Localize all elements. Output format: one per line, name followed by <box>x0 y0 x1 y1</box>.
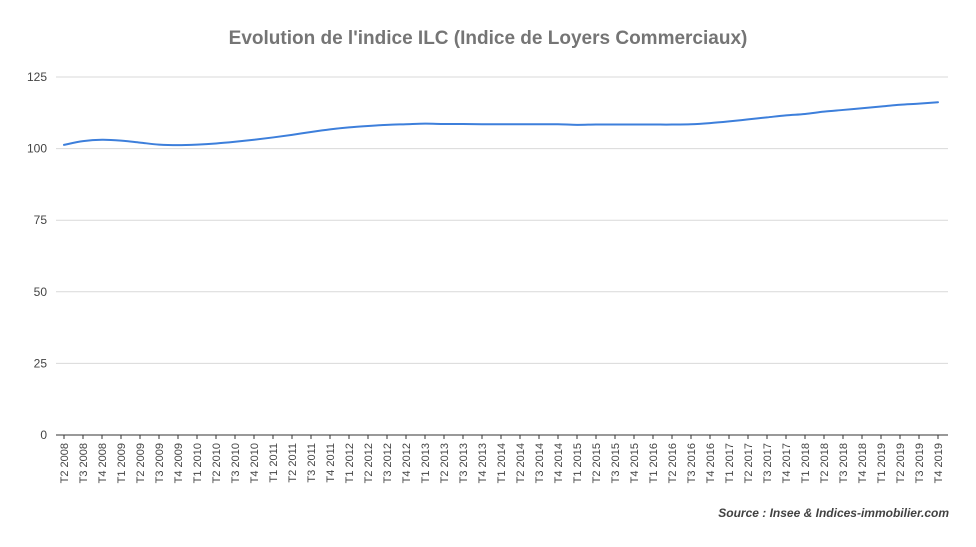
x-axis-tick-marks <box>63 435 939 439</box>
grid-lines <box>56 76 948 364</box>
x-tick-label: T3 2018 <box>838 443 850 483</box>
chart-title: Evolution de l'indice ILC (Indice de Loy… <box>228 28 748 49</box>
x-tick-label: T2 2010 <box>211 443 223 483</box>
x-tick-label: T4 2010 <box>249 443 261 483</box>
y-tick-label: 100 <box>27 142 47 156</box>
x-tick-label: T1 2018 <box>800 443 812 483</box>
series-line-ilc <box>63 101 939 147</box>
x-tick-label: T3 2017 <box>762 443 774 483</box>
x-tick-label: T3 2010 <box>230 443 242 483</box>
x-tick-label: T4 2012 <box>401 443 413 483</box>
x-tick-label: T3 2009 <box>154 443 166 483</box>
x-tick-label: T1 2013 <box>420 443 432 483</box>
y-axis-tick-labels: 0 25 50 75 100 125 <box>27 70 47 442</box>
x-tick-label: T2 2015 <box>591 443 603 483</box>
x-tick-label: T1 2015 <box>572 443 584 483</box>
x-tick-label: T1 2016 <box>648 443 660 483</box>
x-tick-label: T3 2014 <box>534 443 546 483</box>
x-tick-label: T4 2011 <box>325 443 337 483</box>
x-tick-label: T4 2019 <box>933 443 945 483</box>
x-tick-label: T2 2011 <box>287 443 299 483</box>
x-tick-label: T4 2009 <box>173 443 185 483</box>
y-tick-label: 25 <box>34 356 48 370</box>
x-tick-label: T1 2014 <box>496 443 508 483</box>
x-tick-label: T3 2015 <box>610 443 622 483</box>
x-tick-label: T2 2016 <box>667 443 679 483</box>
x-tick-label: T4 2017 <box>781 443 793 483</box>
y-tick-label: 75 <box>34 213 48 227</box>
x-tick-label: T1 2011 <box>268 443 280 483</box>
x-axis-tick-labels: T2 2008 T3 2008 T4 2008 T1 2009 T2 2009 T3 20… <box>59 443 945 483</box>
x-tick-label: T3 2008 <box>78 443 90 483</box>
x-tick-label: T4 2018 <box>857 443 869 483</box>
x-tick-label: T4 2016 <box>705 443 717 483</box>
x-tick-label: T1 2010 <box>192 443 204 483</box>
y-tick-label: 125 <box>27 70 47 84</box>
x-tick-label: T4 2013 <box>477 443 489 483</box>
x-tick-label: T2 2008 <box>59 443 71 483</box>
x-tick-label: T2 2009 <box>135 443 147 483</box>
x-tick-label: T4 2008 <box>97 443 109 483</box>
x-tick-label: T2 2014 <box>515 443 527 483</box>
x-tick-label: T1 2012 <box>344 443 356 483</box>
x-tick-label: T3 2012 <box>382 443 394 483</box>
x-tick-label: T1 2017 <box>724 443 736 483</box>
source-note: Source : Insee & Indices-immobilier.com <box>718 506 949 520</box>
x-tick-label: T3 2016 <box>686 443 698 483</box>
x-tick-label: T2 2012 <box>363 443 375 483</box>
y-tick-label: 0 <box>40 428 47 442</box>
x-tick-label: T2 2017 <box>743 443 755 483</box>
x-tick-label: T4 2015 <box>629 443 641 483</box>
x-tick-label: T3 2019 <box>914 443 926 483</box>
x-tick-label: T3 2011 <box>306 443 318 483</box>
x-tick-label: T4 2014 <box>553 443 565 483</box>
x-tick-label: T3 2013 <box>458 443 470 483</box>
x-tick-label: T2 2013 <box>439 443 451 483</box>
x-tick-label: T1 2009 <box>116 443 128 483</box>
x-tick-label: T2 2018 <box>819 443 831 483</box>
x-tick-label: T1 2019 <box>876 443 888 483</box>
x-tick-label: T2 2019 <box>895 443 907 483</box>
y-tick-label: 50 <box>34 285 48 299</box>
